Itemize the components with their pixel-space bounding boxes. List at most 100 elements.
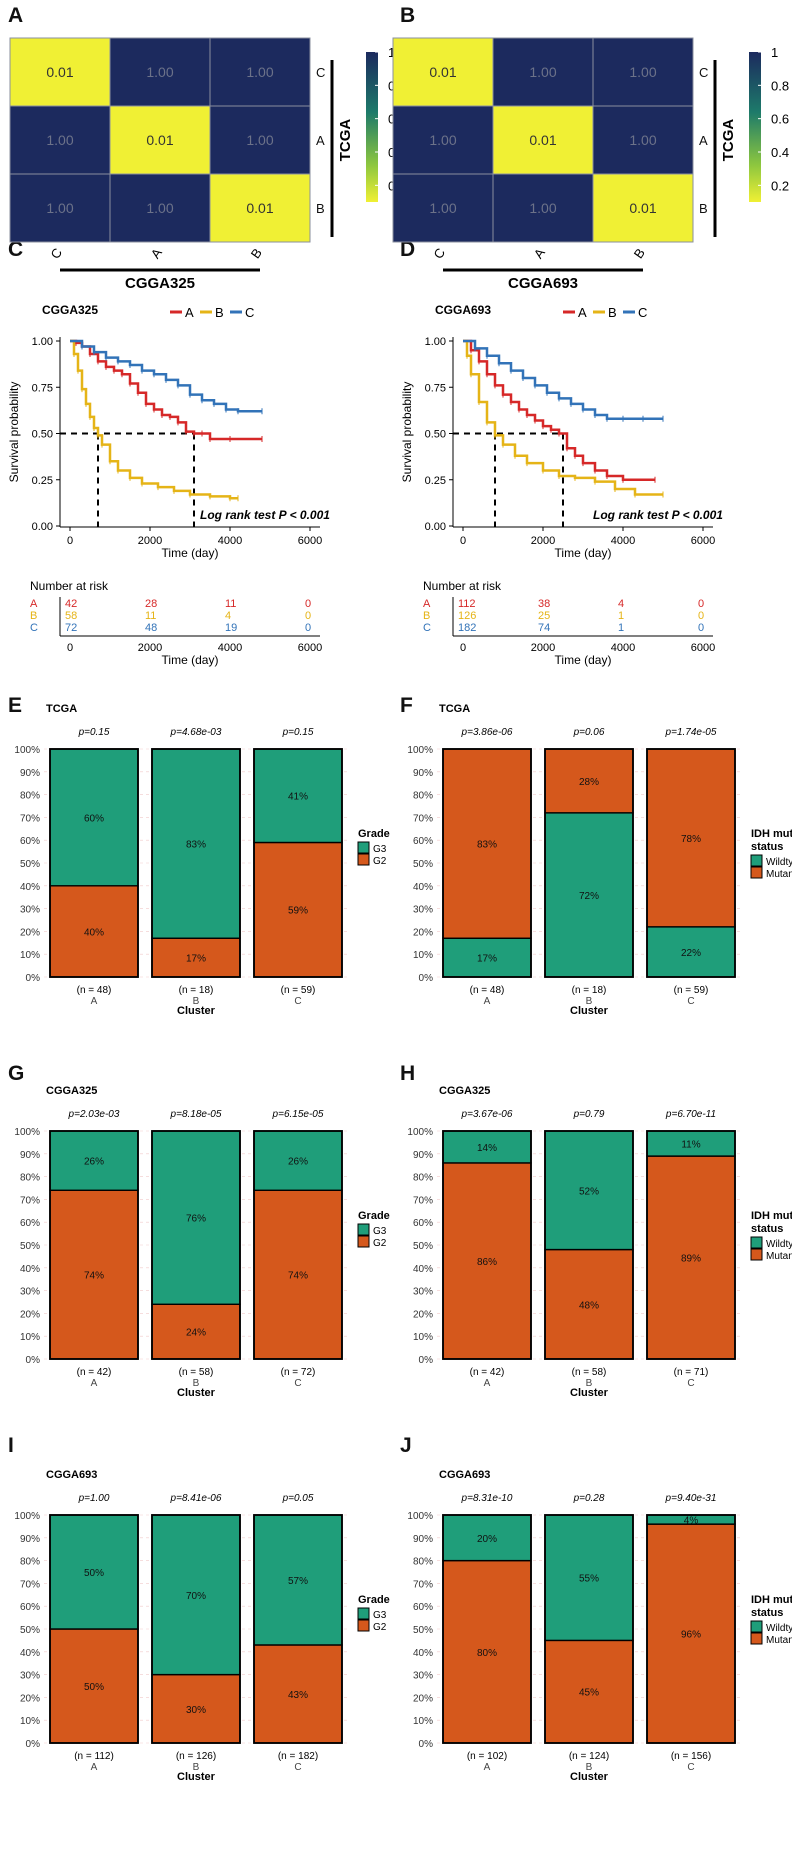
risk-value: 11 (145, 610, 156, 622)
row-axis-label: TCGA (720, 119, 737, 162)
p-value: p=0.05 (282, 1493, 314, 1504)
risk-time-label: 6000 (691, 642, 715, 654)
km-curve-B (70, 339, 238, 500)
n-label: (n = 72) (281, 1367, 316, 1378)
risk-time-label: 0 (460, 642, 466, 654)
y-tick-label: 70% (413, 1195, 433, 1206)
legend-title: Grade (358, 828, 390, 840)
p-value: p=8.18e-05 (170, 1109, 222, 1120)
legend-label: Wildtype (766, 857, 792, 868)
legend-label: Wildtype (766, 1623, 792, 1634)
heatmap-cell (592, 37, 694, 107)
panel-letter-G: G (8, 1062, 24, 1085)
bar-outline (253, 748, 343, 978)
p-value: p=3.86e-06 (461, 727, 513, 738)
y-tick-label: 10% (20, 1332, 40, 1343)
legend-title: Grade (358, 1594, 390, 1606)
risk-value: 182 (458, 622, 476, 634)
heatmap-cell (492, 173, 594, 243)
bar-label: 52% (579, 1186, 599, 1197)
x-axis-label: Time (day) (162, 546, 219, 560)
legend-swatch (750, 1632, 763, 1645)
n-label: (n = 156) (671, 1751, 711, 1762)
bar-label: 26% (288, 1157, 308, 1168)
legend-label: G3 (373, 1226, 387, 1237)
risk-row-label: A (423, 598, 431, 610)
category-label: B (193, 996, 200, 1007)
risk-value: 0 (305, 598, 311, 610)
y-tick-label: 70% (413, 1579, 433, 1590)
heatmap-cell (392, 173, 494, 243)
heatmap-cell-value: 1.00 (146, 200, 173, 216)
category-label: A (484, 996, 491, 1007)
risk-value: 58 (65, 610, 77, 622)
heatmap-row-label: A (316, 133, 325, 148)
bar-label: 20% (477, 1534, 497, 1545)
p-value: p=0.15 (78, 727, 110, 738)
y-tick-label: 30% (20, 1671, 40, 1682)
heatmap-cell-value: 1.00 (246, 132, 273, 148)
bar-outline (646, 748, 736, 978)
x-tick-label: 0 (67, 535, 73, 547)
bar-outline (49, 1514, 139, 1744)
bar-segment-wildtype (544, 812, 634, 978)
x-axis-label: Cluster (570, 1771, 609, 1783)
bar-outline (442, 1130, 532, 1360)
km-plot-D: CGGA693 A B C0.000.250.500.751.000 2000 4000 6… (400, 303, 723, 667)
bar-segment-wildtype (544, 1514, 634, 1642)
risk-table-title: Number at risk (30, 579, 109, 593)
risk-time-label: 4000 (611, 642, 635, 654)
legend-label: B (215, 305, 224, 320)
risk-value: 42 (65, 598, 77, 610)
risk-value: 72 (65, 622, 77, 634)
y-tick-label: 10% (413, 1716, 433, 1727)
y-tick-label: 0% (26, 1355, 41, 1366)
x-axis-label: Cluster (177, 1005, 216, 1017)
heatmap-row-label: C (699, 65, 708, 80)
legend-label: G3 (373, 1610, 387, 1621)
y-tick-label: 40% (20, 882, 40, 893)
km-curve-A (463, 339, 655, 481)
bar-segment-wildtype (544, 1130, 634, 1251)
legend-label: B (608, 305, 617, 320)
heatmap-cell-value: 0.01 (429, 64, 456, 80)
colorbar-tick-label: 1 (388, 45, 395, 60)
panel-letter-B: B (400, 4, 415, 27)
y-tick-label: 90% (413, 1150, 433, 1161)
panel-title: CGGA325 (46, 1085, 97, 1097)
risk-value: 48 (145, 622, 157, 634)
risk-value: 0 (698, 610, 704, 622)
heatmap-row-label: B (699, 201, 708, 216)
legend-label: C (245, 305, 254, 320)
n-label: (n = 18) (572, 985, 607, 996)
heatmap-cell-value: 1.00 (146, 64, 173, 80)
bar-segment-g3 (253, 748, 343, 844)
bar-outline (442, 1514, 532, 1744)
y-tick-label: 40% (20, 1264, 40, 1275)
bar-segment-mutant (646, 1155, 736, 1360)
y-tick-label: 0% (419, 1739, 434, 1750)
n-label: (n = 42) (470, 1367, 505, 1378)
p-value: p=0.28 (573, 1493, 605, 1504)
panel-letter-I: I (8, 1434, 14, 1457)
risk-value: 19 (225, 622, 237, 634)
panel-letter-H: H (400, 1062, 415, 1085)
p-value: p=6.70e-11 (665, 1109, 716, 1120)
bar-label: 4% (684, 1516, 699, 1527)
risk-value: 1 (618, 610, 624, 622)
bar-segment-g3 (49, 1130, 139, 1191)
heatmap-col-label: C (430, 245, 448, 261)
n-label: (n = 18) (179, 985, 214, 996)
risk-time-label: 0 (67, 642, 73, 654)
colorbar (749, 52, 761, 202)
legend-label: Mutant (766, 1251, 792, 1262)
x-tick-label: 4000 (611, 535, 635, 547)
heatmap-cell (592, 105, 694, 175)
bar-outline (253, 1130, 343, 1360)
y-tick-label: 60% (20, 1218, 40, 1229)
n-label: (n = 42) (77, 1367, 112, 1378)
y-tick-label: 10% (413, 950, 433, 961)
y-tick-label: 20% (413, 1693, 433, 1704)
bar-outline (544, 1130, 634, 1360)
colorbar (366, 52, 378, 202)
